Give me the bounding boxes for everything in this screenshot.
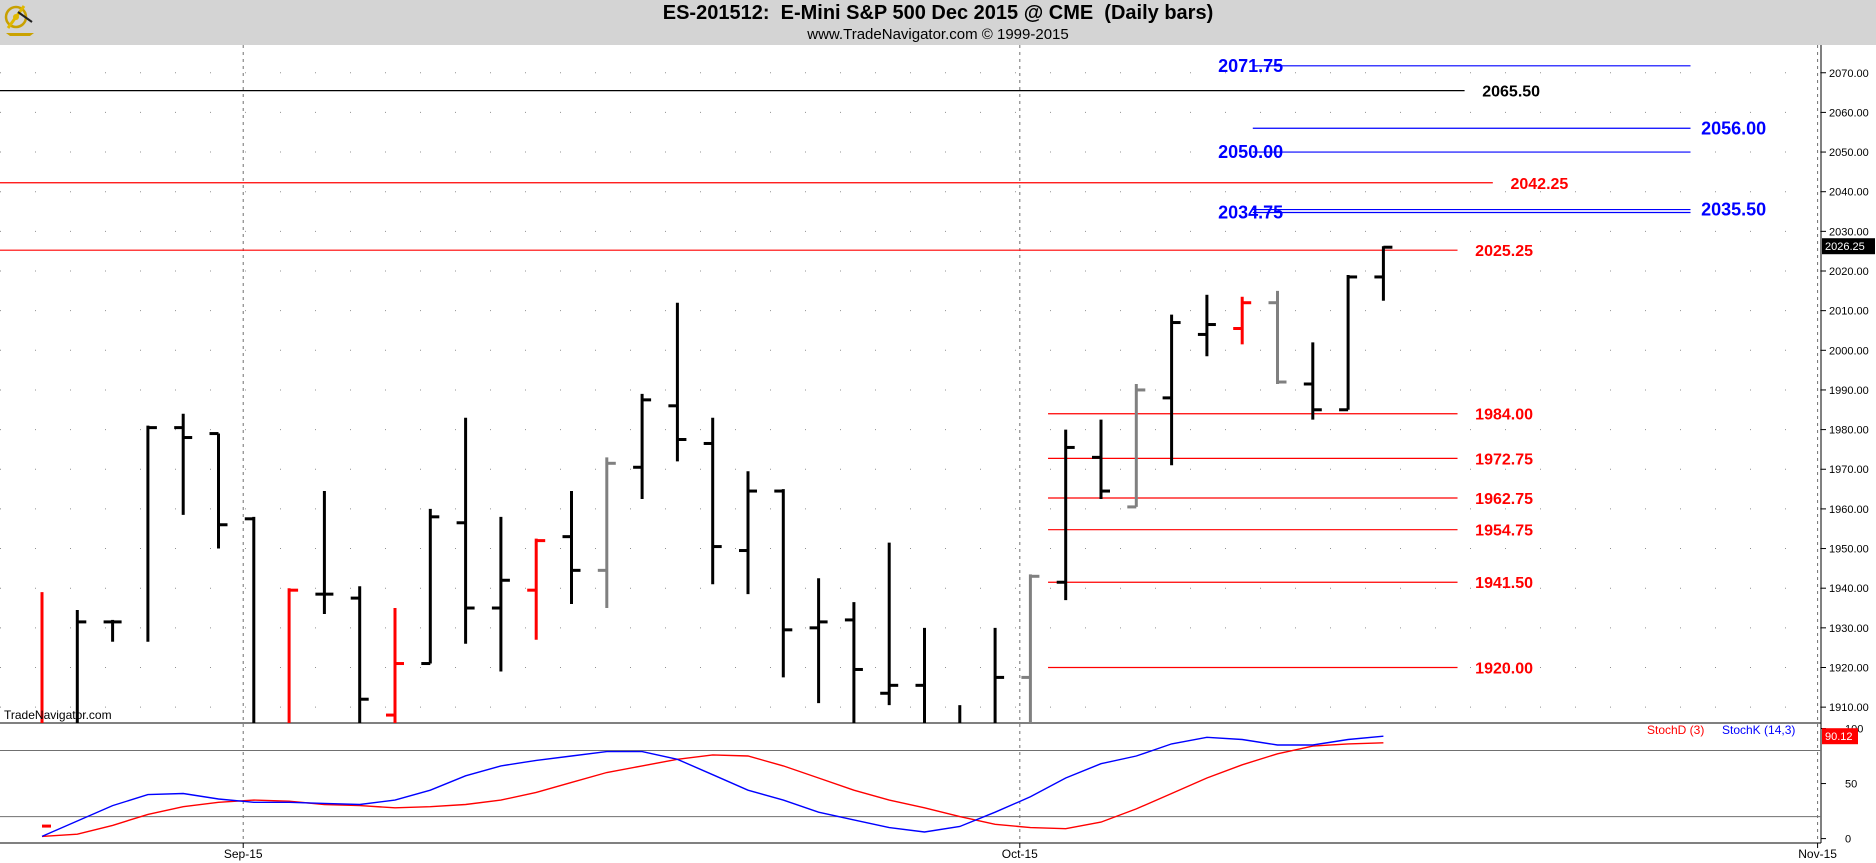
stoch-series-line	[41, 742, 1384, 838]
level-label: 1954.75	[1475, 523, 1533, 540]
price-levels: 2071.75 2065.50 2056.00 2050.00 2042.25 2035.…	[0, 56, 1766, 677]
stoch-axis-tick-label: 50	[1845, 779, 1857, 791]
x-axis-tick-label: Sep-15	[224, 847, 263, 861]
level-label: 2025.25	[1475, 243, 1533, 260]
y-axis-tick-label: 1980.00	[1829, 425, 1869, 437]
level-label: 2042.25	[1510, 176, 1568, 193]
y-axis-tick-label: 1940.00	[1829, 583, 1869, 595]
level-label: 2050.00	[1218, 142, 1283, 162]
grid	[0, 45, 1821, 843]
y-axis-tick-label: 1950.00	[1829, 544, 1869, 556]
level-label: 1920.00	[1475, 660, 1533, 677]
legend-stochk: StochK (14,3)	[1722, 723, 1795, 737]
price-bars	[40, 245, 1393, 828]
y-axis-tick-label: 1920.00	[1829, 662, 1869, 674]
chart-subtitle: www.TradeNavigator.com © 1999-2015	[807, 26, 1069, 43]
y-axis-tick-label: 1990.00	[1829, 385, 1869, 397]
y-axis-tick-label: 1960.00	[1829, 504, 1869, 516]
y-axis-tick-label: 2020.00	[1829, 266, 1869, 278]
level-label: 2071.75	[1218, 56, 1283, 76]
y-axis-tick-label: 2060.00	[1829, 107, 1869, 119]
y-axis-tick-label: 2070.00	[1829, 68, 1869, 80]
stochastic-panel: 050100StochD (3)StochK (14,3)90.12	[0, 723, 1863, 846]
level-label: 1984.00	[1475, 407, 1533, 424]
level-label: 2065.50	[1482, 84, 1540, 101]
level-label: 2034.75	[1218, 203, 1283, 223]
watermark-label: TradeNavigator.com	[4, 708, 112, 722]
y-axis-tick-label: 2050.00	[1829, 147, 1869, 159]
level-label: 1962.75	[1475, 491, 1533, 508]
axes: 1910.00 1920.00 1930.00 1940.00 1950.00 1960.…	[224, 68, 1875, 861]
level-label: 2035.50	[1701, 200, 1766, 220]
level-label: 1972.75	[1475, 451, 1533, 468]
stoch-last-label: 90.12	[1825, 731, 1853, 743]
chart-title: ES-201512: E-Mini S&P 500 Dec 2015 @ CME…	[662, 2, 1214, 24]
x-axis-tick-label: Nov-15	[1798, 847, 1837, 861]
y-axis-tick-label: 2000.00	[1829, 345, 1869, 357]
level-label: 1941.50	[1475, 575, 1533, 592]
y-axis-tick-label: 2040.00	[1829, 187, 1869, 199]
y-axis-tick-label: 2030.00	[1829, 226, 1869, 238]
x-axis-tick-label: Oct-15	[1002, 847, 1038, 861]
chart-header: ES-201512: E-Mini S&P 500 Dec 2015 @ CME…	[0, 0, 1876, 45]
y-axis-tick-label: 1930.00	[1829, 623, 1869, 635]
y-axis-tick-label: 1970.00	[1829, 464, 1869, 476]
last-price-label: 2026.25	[1825, 241, 1865, 253]
last-price-badge	[1822, 238, 1875, 255]
stoch-axis-tick-label: 0	[1845, 834, 1851, 846]
y-axis-tick-label: 1910.00	[1829, 702, 1869, 714]
chart-frame	[0, 45, 1822, 844]
stoch-series-line	[41, 735, 1384, 838]
level-label: 2056.00	[1701, 118, 1766, 138]
trade-navigator-logo-icon	[4, 5, 34, 36]
legend-stochd: StochD (3)	[1647, 723, 1704, 737]
stoch-last-badge	[1822, 728, 1858, 745]
y-axis-tick-label: 2010.00	[1829, 306, 1869, 318]
